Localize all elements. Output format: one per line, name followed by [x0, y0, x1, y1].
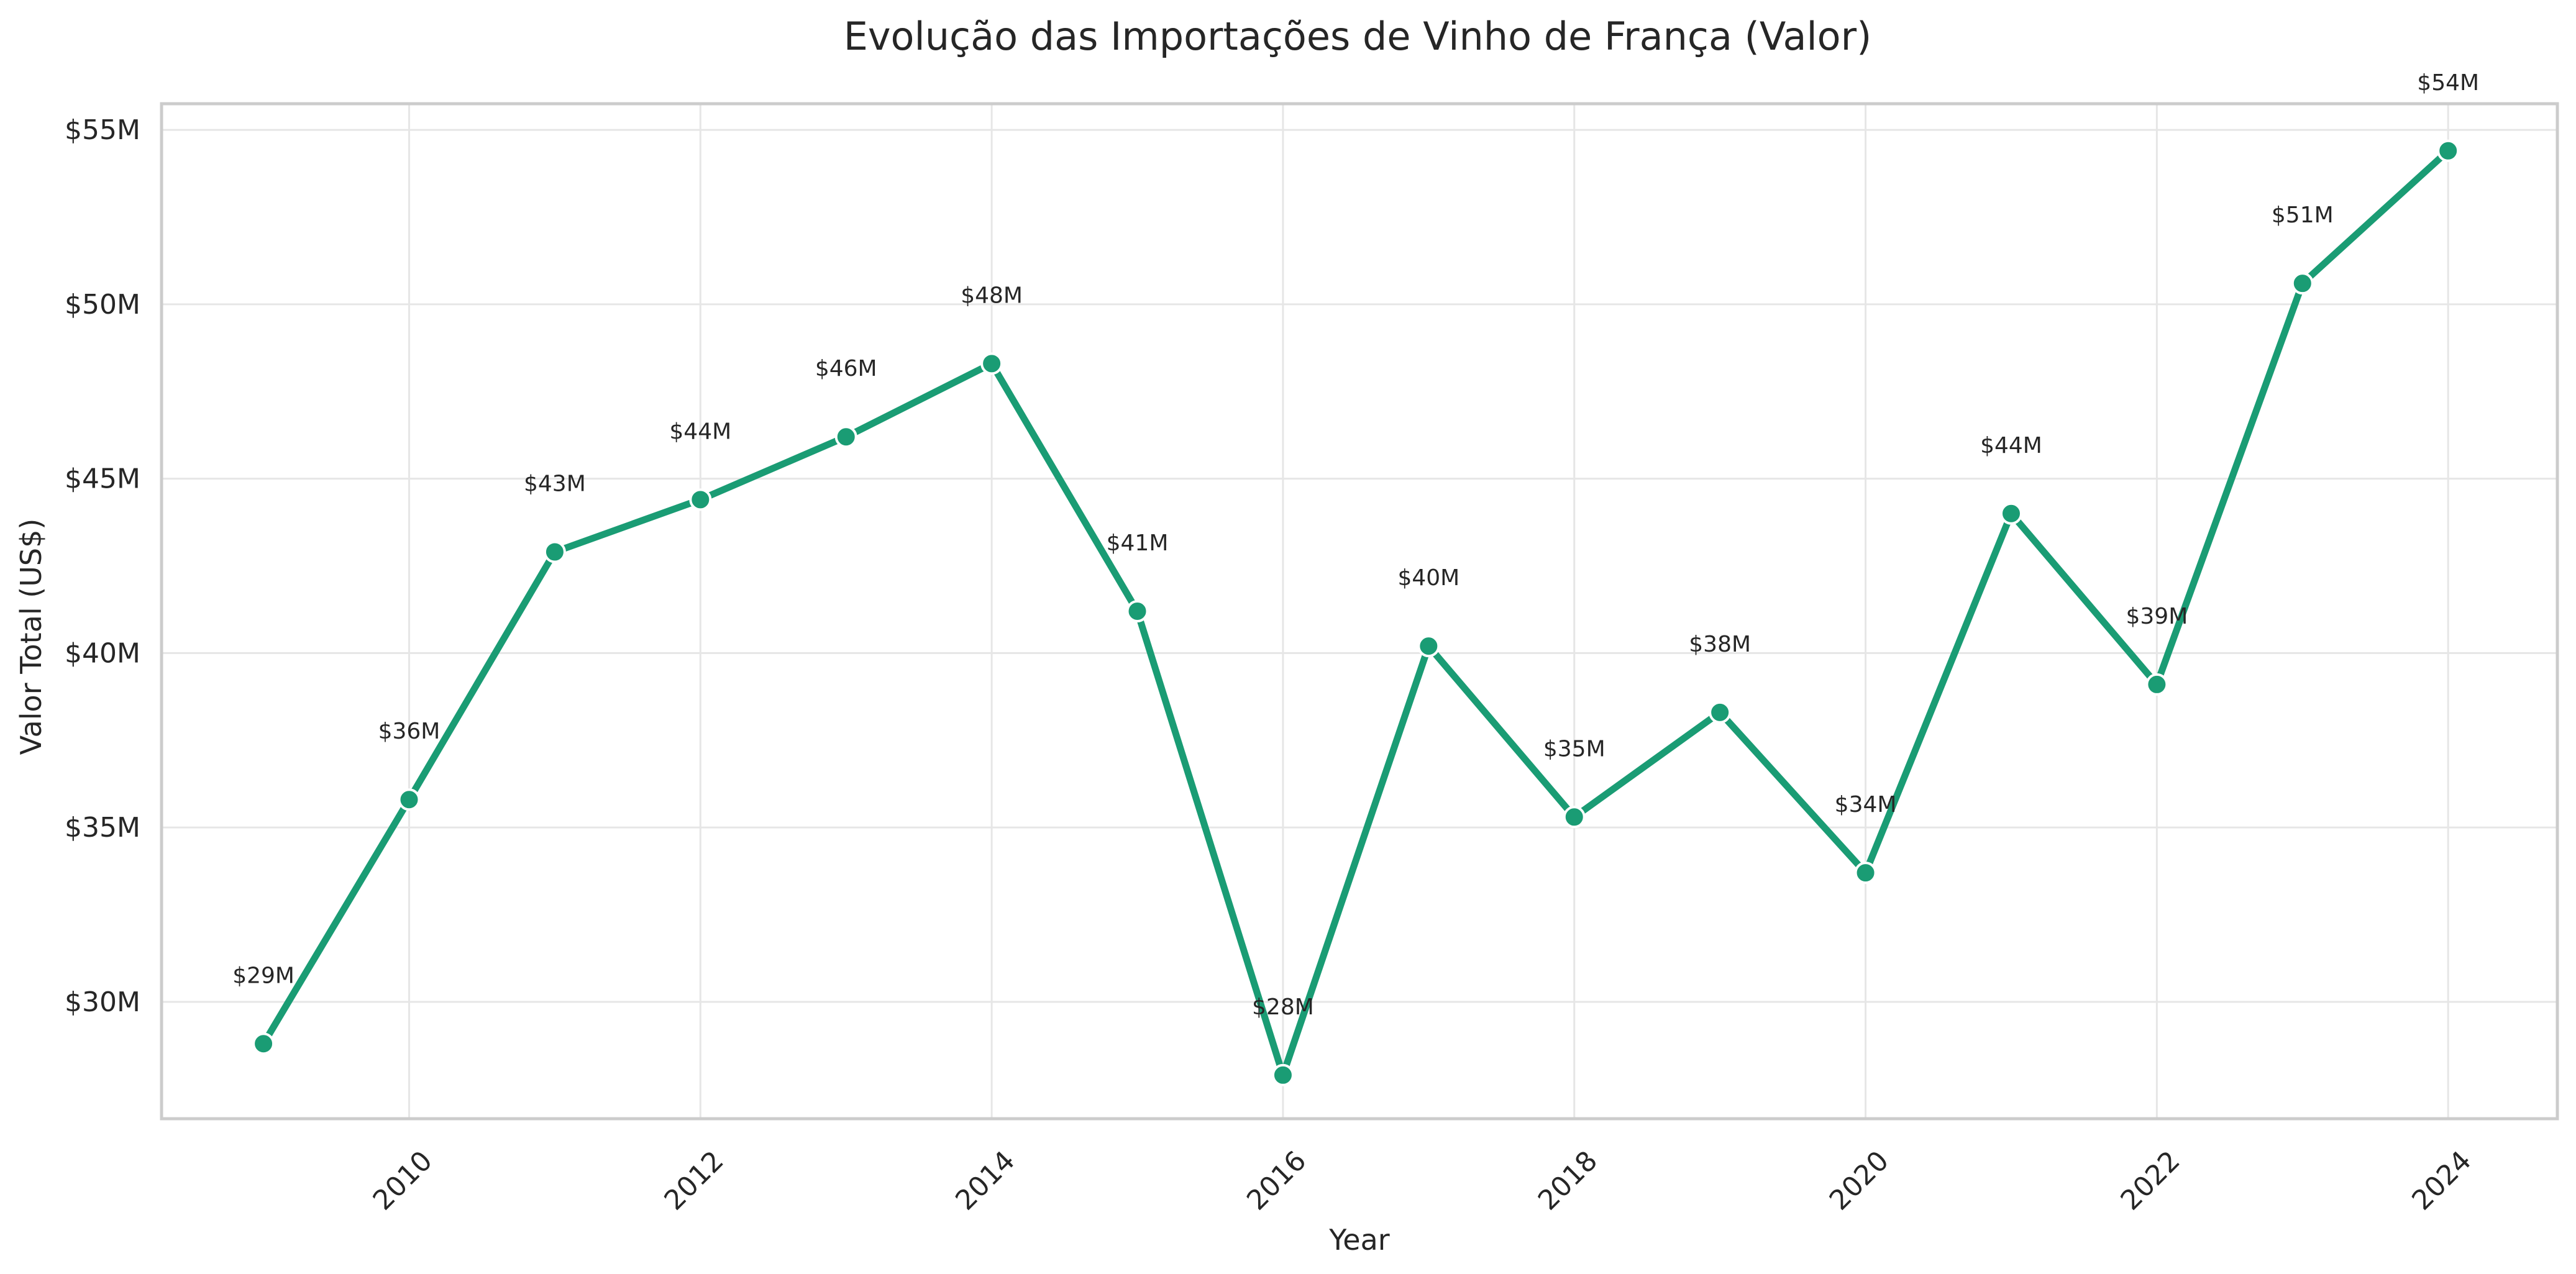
data-point — [252, 1032, 275, 1055]
data-label: $35M — [1543, 736, 1605, 762]
plot-frame — [160, 102, 2559, 1121]
data-point — [2437, 139, 2460, 162]
data-label: $44M — [1980, 433, 2042, 458]
data-point — [980, 352, 1003, 375]
data-point — [834, 425, 857, 448]
data-label: $28M — [1252, 994, 1314, 1020]
y-tick-label: $30M — [65, 986, 140, 1018]
data-point — [1709, 701, 1732, 724]
data-label: $39M — [2126, 604, 2188, 629]
marker-layer — [252, 139, 2460, 1086]
y-tick-label: $40M — [65, 637, 140, 669]
data-point — [1563, 806, 1586, 829]
data-label: $38M — [1689, 632, 1751, 657]
y-tick-label: $45M — [65, 463, 140, 495]
data-label: $41M — [1107, 530, 1169, 556]
y-axis-label: Valor Total (US$) — [14, 519, 48, 755]
data-point — [1271, 1063, 1294, 1086]
series-layer — [260, 147, 2452, 1079]
y-tick-label: $35M — [65, 812, 140, 844]
data-label: $54M — [2417, 70, 2479, 96]
data-label-layer: $29M $36M $43M $44M $46M $48M $41M $28M $40M $35M… — [232, 70, 2479, 1020]
data-label: $48M — [961, 283, 1023, 308]
data-label: $40M — [1397, 565, 1459, 591]
data-point — [2291, 272, 2314, 295]
chart-title: Evolução das Importações de Vinho de Fra… — [844, 14, 1872, 59]
data-label: $44M — [669, 419, 731, 444]
data-label: $29M — [232, 963, 295, 988]
data-point — [2145, 673, 2168, 696]
data-point — [1126, 600, 1149, 622]
data-point — [689, 488, 712, 511]
grid-lines — [162, 104, 2557, 1119]
y-tick-label: $55M — [65, 114, 140, 146]
data-label: $51M — [2272, 202, 2334, 228]
data-point — [398, 788, 421, 811]
data-point — [543, 540, 566, 563]
series-line — [260, 147, 2452, 1079]
data-label: $34M — [1835, 792, 1897, 817]
data-label: $36M — [378, 719, 441, 744]
x-axis-label: Year — [1328, 1223, 1389, 1257]
data-point — [1999, 502, 2022, 525]
y-tick-label: $50M — [65, 289, 140, 321]
data-label: $43M — [524, 471, 586, 497]
data-point — [1417, 635, 1440, 658]
y-axis-ticks: $30M $35M $40M $45M $50M $55M — [65, 114, 140, 1018]
data-point — [1854, 862, 1877, 885]
data-label: $46M — [815, 356, 877, 381]
